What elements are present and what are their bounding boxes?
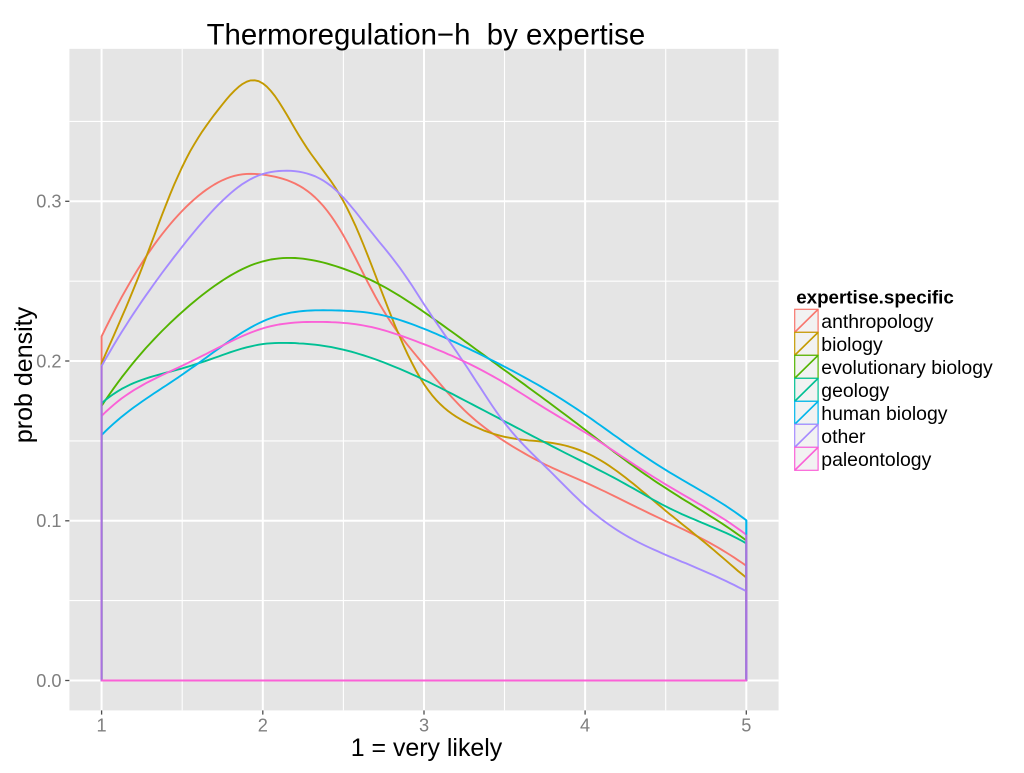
svg-text:1: 1 — [97, 715, 107, 735]
svg-text:geology: geology — [821, 380, 889, 402]
svg-text:0.1: 0.1 — [36, 511, 61, 531]
svg-text:expertise.specific: expertise.specific — [796, 287, 954, 308]
svg-text:0.2: 0.2 — [36, 351, 61, 371]
svg-text:paleontology: paleontology — [821, 449, 931, 471]
svg-text:0.0: 0.0 — [36, 671, 61, 691]
svg-text:0.3: 0.3 — [36, 192, 61, 212]
svg-text:1 = very likely: 1 = very likely — [351, 734, 503, 762]
svg-text:3: 3 — [419, 715, 429, 735]
svg-text:5: 5 — [741, 715, 751, 735]
svg-text:evolutionary biology: evolutionary biology — [821, 357, 993, 379]
svg-text:4: 4 — [580, 715, 590, 735]
svg-text:other: other — [821, 426, 866, 448]
svg-text:biology: biology — [821, 334, 883, 356]
svg-text:Thermoregulation−h by experti: Thermoregulation−h by expertise — [207, 19, 646, 52]
svg-text:2: 2 — [258, 715, 268, 735]
svg-text:prob density: prob density — [10, 306, 38, 443]
svg-text:anthropology: anthropology — [821, 311, 933, 333]
svg-text:human biology: human biology — [821, 403, 947, 425]
